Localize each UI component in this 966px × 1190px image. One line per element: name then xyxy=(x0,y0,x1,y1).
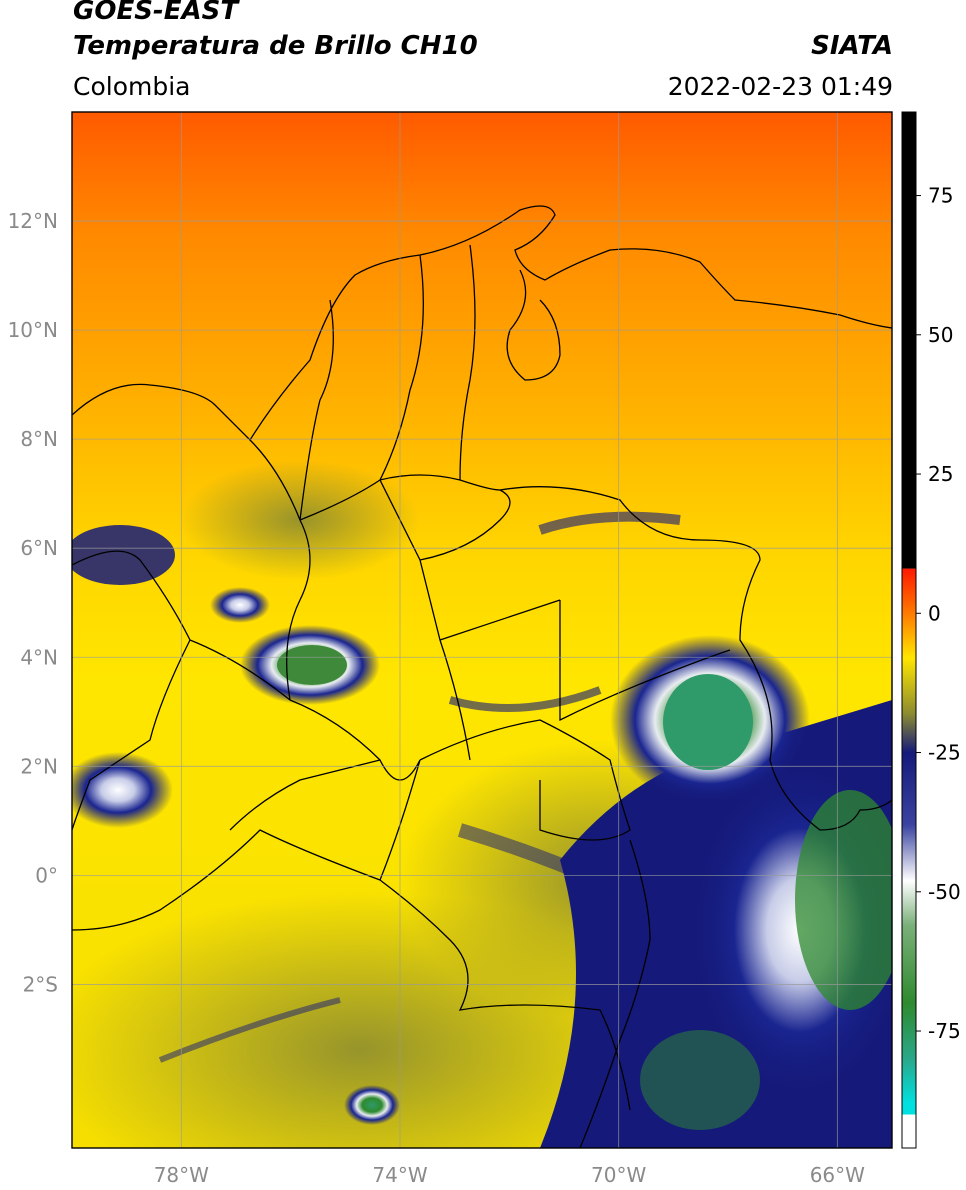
coastlines-borders xyxy=(72,205,892,1148)
satellite-title: GOES-EAST xyxy=(73,0,239,26)
colorbar-tick-label: 50 xyxy=(928,323,953,347)
lat-tick-label: 8°N xyxy=(20,427,58,451)
lat-tick-label: 2°N xyxy=(20,754,58,778)
colorbar-tick-label: 0 xyxy=(928,601,941,625)
product-title: Temperatura de Brillo CH10 xyxy=(73,31,478,61)
lon-tick-label: 70°W xyxy=(591,1163,646,1187)
lon-tick-label: 78°W xyxy=(154,1163,209,1187)
lon-tick-label: 74°W xyxy=(372,1163,427,1187)
lat-tick-label: 4°N xyxy=(20,645,58,669)
lat-tick-label: 10°N xyxy=(8,318,58,342)
lon-tick-label: 66°W xyxy=(810,1163,865,1187)
lat-tick-label: 0° xyxy=(35,863,58,887)
map-frame xyxy=(71,111,893,1149)
gridlines xyxy=(72,112,892,1148)
colorbar-tick-label: -75 xyxy=(928,1019,961,1043)
colorbar-tick-label: -25 xyxy=(928,741,961,765)
lat-tick-label: 6°N xyxy=(20,536,58,560)
timestamp-label: 2022-02-23 01:49 xyxy=(667,72,893,101)
colorbar-tick-label: 25 xyxy=(928,462,953,486)
brightness-temperature-field xyxy=(72,112,892,1148)
region-label: Colombia xyxy=(73,72,191,101)
organization-label: SIATA xyxy=(811,31,893,61)
colorbar-segment xyxy=(902,1114,916,1148)
colorbar-segment xyxy=(902,112,916,569)
colorbar xyxy=(901,111,917,1149)
colorbar-tick-labels: 75 50 25 0 -25 -50 -75 xyxy=(916,184,961,1043)
colorbar-tick-label: -50 xyxy=(928,880,961,904)
latitude-labels: 12°N 10°N 8°N 6°N 4°N 2°N 0° 2°S xyxy=(8,209,58,996)
colorbar-tick-label: 75 xyxy=(928,184,953,208)
lat-tick-label: 12°N xyxy=(8,209,58,233)
longitude-labels: 78°W 74°W 70°W 66°W xyxy=(154,1163,865,1187)
lat-tick-label: 2°S xyxy=(23,972,58,996)
